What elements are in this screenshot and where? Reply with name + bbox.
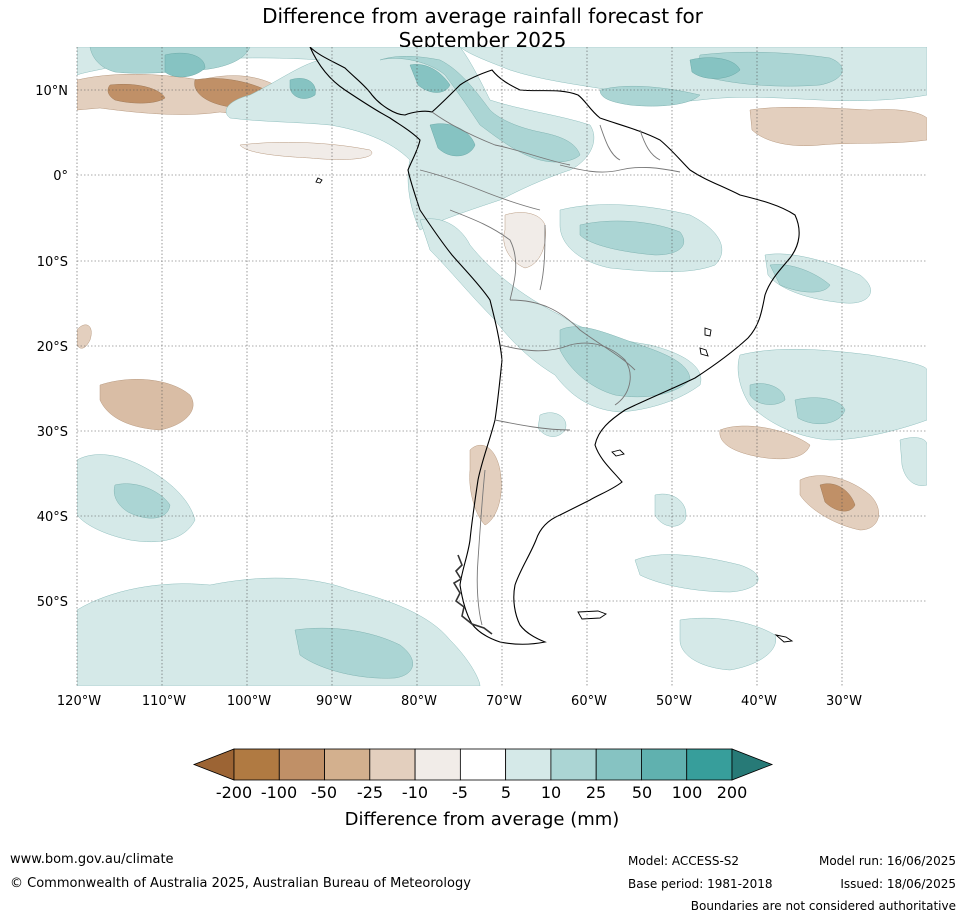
- colorbar-swatch: [595, 748, 642, 781]
- lon-label: 90°W: [316, 694, 352, 709]
- lon-label: 100°W: [227, 694, 271, 709]
- colorbar-swatch: [324, 748, 371, 781]
- colorbar-tick-label: -100: [261, 783, 297, 802]
- base-period-label: Base period: 1981-2018: [628, 877, 773, 891]
- colorbar-tick-label: 100: [672, 783, 703, 802]
- model-run-label: Model run: 16/06/2025: [818, 854, 956, 868]
- longitude-labels: 120°W 110°W 100°W 90°W 80°W 70°W 60°W 50…: [57, 694, 862, 709]
- colorbar-tick-label: 200: [717, 783, 748, 802]
- colorbar-swatch: [641, 748, 688, 781]
- colorbar: [192, 748, 774, 781]
- issued-label: Issued: 18/06/2025: [840, 877, 956, 891]
- latitude-labels: 10°N 0° 10°S 20°S 30°S 40°S 50°S: [35, 84, 68, 610]
- lon-label: 30°W: [826, 694, 862, 709]
- colorbar-swatch: [459, 748, 507, 781]
- colorbar-swatch: [505, 748, 552, 781]
- colorbar-tick-label: -10: [402, 783, 428, 802]
- colorbar-swatch: [369, 748, 416, 781]
- colorbar-tick-label: 10: [541, 783, 561, 802]
- lat-label: 0°: [53, 169, 68, 184]
- lat-label: 40°S: [37, 510, 68, 525]
- colorbar-swatch: [278, 748, 325, 781]
- lon-label: 50°W: [656, 694, 692, 709]
- coastlines: [309, 47, 800, 645]
- colorbar-swatch: [686, 748, 733, 781]
- model-label: Model: ACCESS-S2: [628, 854, 740, 868]
- lat-label: 50°S: [37, 595, 68, 610]
- lat-label: 20°S: [37, 340, 68, 355]
- lat-label: 10°S: [37, 255, 68, 270]
- disclaimer-text: Boundaries are not considered authoritat…: [690, 899, 956, 913]
- colorbar-swatch: [550, 748, 597, 781]
- colorbar-swatch: [233, 748, 280, 781]
- colorbar-swatch: [414, 748, 461, 781]
- colorbar-tick-label: 25: [586, 783, 606, 802]
- map-title: Difference from average rainfall forecas…: [0, 4, 965, 52]
- colorbar-tick-label: 5: [501, 783, 511, 802]
- title-line-1: Difference from average rainfall forecas…: [262, 4, 703, 28]
- colorbar-arrow-high: [731, 748, 774, 781]
- lon-label: 40°W: [741, 694, 777, 709]
- lon-label: 60°W: [571, 694, 607, 709]
- lon-label: 70°W: [486, 694, 522, 709]
- colorbar-title: Difference from average (mm): [345, 809, 620, 830]
- lon-label: 110°W: [142, 694, 186, 709]
- colorbar-arrow-low: [192, 748, 235, 781]
- colorbar-tick-label: -5: [452, 783, 468, 802]
- colorbar-tick-label: 50: [632, 783, 652, 802]
- colorbar-tick-label: -25: [357, 783, 383, 802]
- colorbar-tick-label: -50: [311, 783, 337, 802]
- colorbar-tick-label: -200: [216, 783, 252, 802]
- colorbar-tick-labels: -200 -100 -50 -25 -10 -5 5 10 25 50 100 …: [216, 783, 747, 802]
- lat-label: 30°S: [37, 425, 68, 440]
- website-link[interactable]: www.bom.gov.au/climate: [10, 852, 174, 867]
- lat-label: 10°N: [35, 84, 68, 99]
- lon-label: 120°W: [57, 694, 101, 709]
- graticule: [76, 47, 927, 686]
- copyright-text: © Commonwealth of Australia 2025, Austra…: [10, 876, 471, 891]
- lon-label: 80°W: [401, 694, 437, 709]
